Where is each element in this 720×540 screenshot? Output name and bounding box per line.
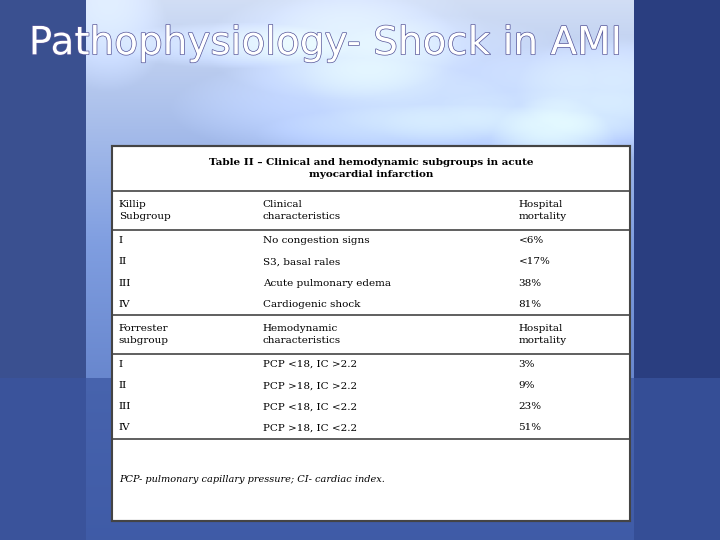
Text: 9%: 9%	[518, 381, 535, 390]
Text: No congestion signs: No congestion signs	[263, 237, 369, 245]
Text: Hemodynamic
characteristics: Hemodynamic characteristics	[263, 324, 341, 345]
Text: Hospital
mortality: Hospital mortality	[518, 200, 567, 221]
Text: I: I	[119, 360, 123, 369]
Text: PCP <18, IC <2.2: PCP <18, IC <2.2	[263, 402, 357, 411]
Text: PCP >18, IC >2.2: PCP >18, IC >2.2	[263, 381, 357, 390]
Text: Cardiogenic shock: Cardiogenic shock	[263, 300, 360, 309]
Text: Clinical
characteristics: Clinical characteristics	[263, 200, 341, 221]
Text: III: III	[119, 402, 131, 411]
Bar	[112, 146, 630, 521]
Text: PCP- pulmonary capillary pressure; CI- cardiac index.: PCP- pulmonary capillary pressure; CI- c…	[119, 475, 384, 484]
Text: III: III	[119, 279, 131, 287]
Bar	[634, 0, 720, 540]
Text: IV: IV	[119, 300, 130, 309]
Text: IV: IV	[119, 423, 130, 433]
Text: 23%: 23%	[518, 402, 541, 411]
Text: II: II	[119, 381, 127, 390]
Text: PCP <18, IC >2.2: PCP <18, IC >2.2	[263, 360, 357, 369]
Bar	[0, 0, 86, 540]
Text: <6%: <6%	[518, 237, 544, 245]
Text: Table II – Clinical and hemodynamic subgroups in acute
myocardial infarction: Table II – Clinical and hemodynamic subg…	[209, 158, 533, 179]
Text: 81%: 81%	[518, 300, 541, 309]
Text: 51%: 51%	[518, 423, 541, 433]
Text: 3%: 3%	[518, 360, 535, 369]
Text: Pathophysiology- Shock in AMI: Pathophysiology- Shock in AMI	[29, 24, 621, 62]
Text: Forrester
subgroup: Forrester subgroup	[119, 324, 168, 345]
Text: S3, basal rales: S3, basal rales	[263, 258, 340, 266]
Text: Killip
Subgroup: Killip Subgroup	[119, 200, 171, 221]
Text: II: II	[119, 258, 127, 266]
Text: 38%: 38%	[518, 279, 541, 287]
Text: Acute pulmonary edema: Acute pulmonary edema	[263, 279, 391, 287]
Text: I: I	[119, 237, 123, 245]
Bar	[0, 378, 720, 540]
Text: Hospital
mortality: Hospital mortality	[518, 324, 567, 345]
Text: PCP >18, IC <2.2: PCP >18, IC <2.2	[263, 423, 357, 433]
Text: <17%: <17%	[518, 258, 550, 266]
